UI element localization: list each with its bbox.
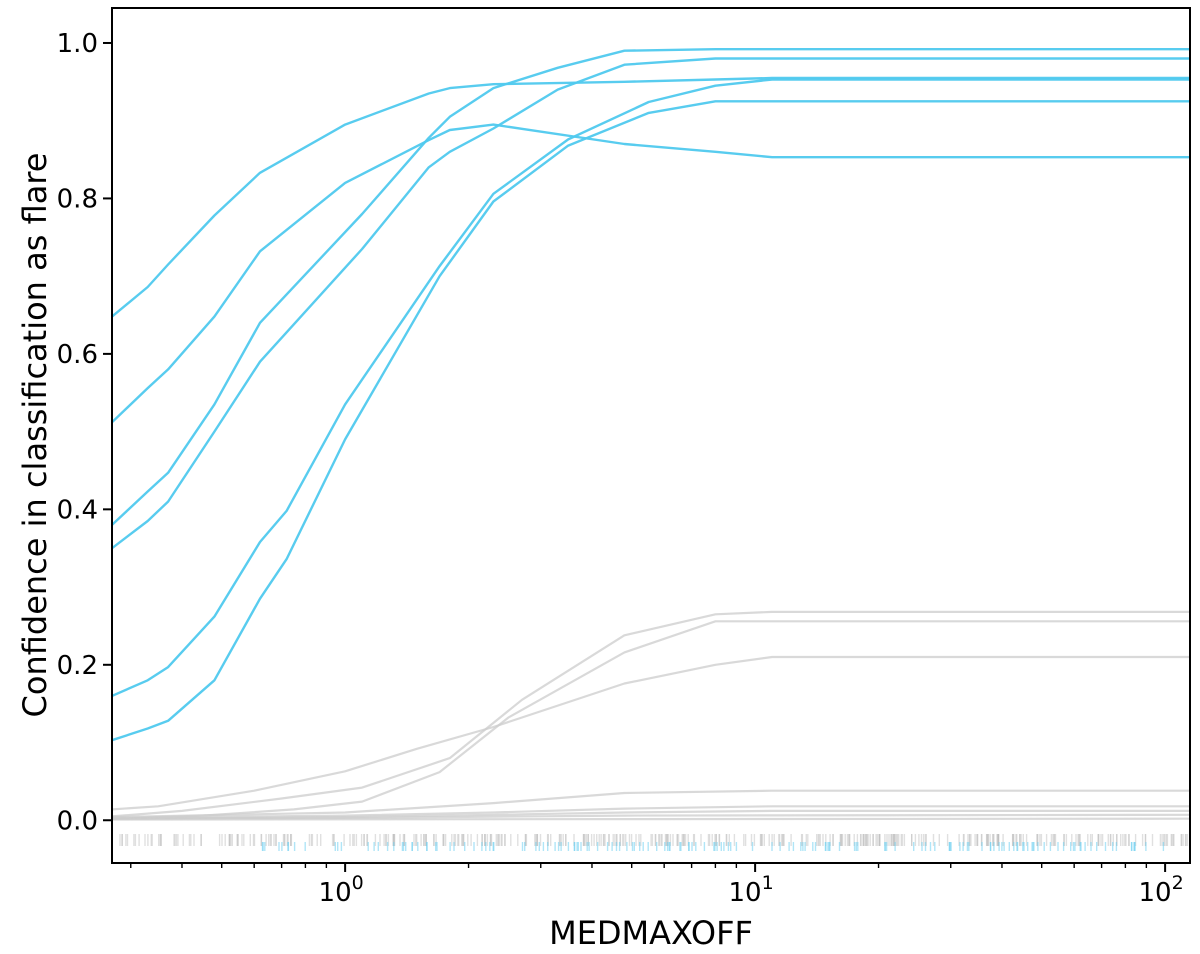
plot-frame — [111, 7, 1191, 864]
flare-series-line-3 — [112, 57, 1190, 550]
nonflare-series-line-7 — [112, 620, 1190, 820]
nonflare-series-line-8 — [112, 655, 1190, 811]
flare-series-line-1 — [112, 123, 1190, 424]
x-tick-label-0: 100 — [319, 872, 364, 908]
y-tick-label-2: 0.4 — [57, 495, 98, 525]
x-tick-label-2: 102 — [1139, 872, 1184, 908]
series-lines — [112, 48, 1190, 821]
y-tick-label-1: 0.2 — [57, 651, 98, 681]
y-tick-label-4: 0.8 — [57, 184, 98, 214]
x-axis-title: MEDMAXOFF — [549, 914, 753, 952]
x-axis: 100 101 102 — [130, 863, 1184, 908]
nonflare-series-line-13 — [112, 817, 1190, 821]
flare-series-line-5 — [112, 100, 1190, 742]
flare-series-line-4 — [112, 78, 1190, 697]
flare-series-line-2 — [112, 48, 1190, 526]
x-tick-label-1: 101 — [729, 872, 774, 908]
y-tick-label-3: 0.6 — [57, 340, 98, 370]
nonflare-series-line-9 — [112, 789, 1190, 819]
nonflare-series-line-12 — [112, 813, 1190, 820]
rug-marks — [119, 834, 1189, 851]
y-axis: 0.0 0.2 0.4 0.6 0.8 1.0 — [57, 29, 112, 836]
y-axis-title: Confidence in classification as flare — [16, 153, 54, 718]
y-tick-label-0: 0.0 — [57, 806, 98, 836]
flare-series-line-0 — [112, 76, 1190, 318]
nonflare-series-line-10 — [112, 805, 1190, 819]
y-tick-label-5: 1.0 — [57, 29, 98, 59]
